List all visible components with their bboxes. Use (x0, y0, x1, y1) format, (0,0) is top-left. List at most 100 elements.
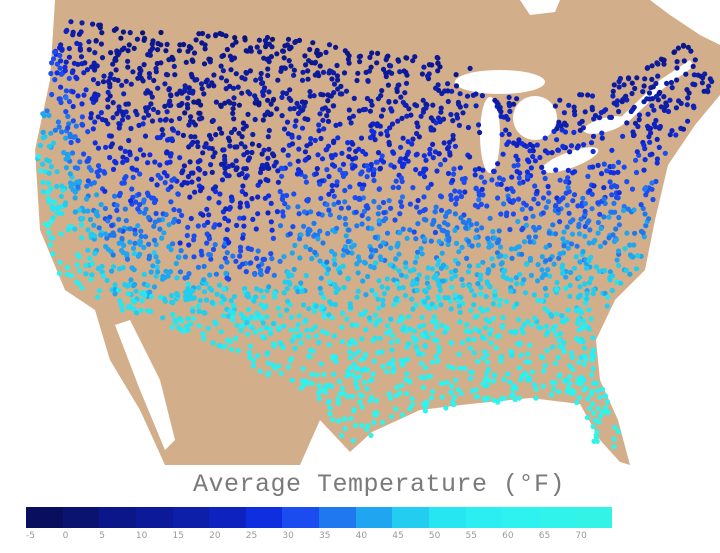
station-dot (521, 322, 527, 328)
station-dot (640, 230, 646, 236)
station-dot (73, 74, 79, 80)
station-dot (604, 399, 611, 405)
station-dot (339, 385, 345, 391)
station-dot (238, 327, 244, 333)
station-dot (281, 55, 287, 61)
station-dot (63, 95, 69, 101)
station-dot (126, 137, 132, 144)
station-dot (224, 46, 230, 53)
station-dot (442, 329, 448, 335)
station-dot (430, 266, 436, 272)
station-dot (450, 136, 456, 142)
station-dot (438, 105, 444, 111)
station-dot (270, 97, 276, 103)
station-dot (403, 260, 409, 266)
station-dot (379, 349, 385, 355)
station-dot (185, 224, 191, 230)
station-dot (542, 306, 548, 312)
station-dot (484, 352, 490, 358)
station-dot (544, 348, 550, 354)
station-dot (369, 50, 375, 56)
station-dot (223, 33, 229, 39)
station-dot (576, 274, 583, 280)
station-dot (526, 377, 533, 383)
station-dot (253, 329, 259, 336)
station-dot (45, 190, 51, 196)
station-dot (474, 227, 480, 233)
station-dot (377, 317, 383, 323)
station-dot (325, 400, 331, 406)
station-dot (209, 146, 215, 152)
station-dot (207, 272, 213, 278)
station-dot (375, 50, 381, 57)
station-dot (275, 77, 281, 83)
station-dot (621, 203, 627, 210)
station-dot (644, 65, 650, 71)
station-dot (146, 71, 152, 77)
station-dot (228, 129, 235, 136)
station-dot (168, 184, 174, 190)
lake-huron (513, 96, 557, 140)
station-dot (314, 333, 320, 339)
station-dot (245, 294, 251, 300)
station-dot (649, 63, 655, 69)
station-dot (345, 238, 351, 245)
station-dot (289, 134, 295, 140)
station-dot (258, 75, 264, 82)
station-dot (203, 79, 209, 85)
station-dot (557, 372, 563, 378)
station-dot (457, 365, 463, 371)
station-dot (450, 177, 456, 183)
station-dot (565, 385, 571, 391)
station-dot (364, 426, 370, 432)
station-dot (231, 95, 237, 101)
station-dot (356, 374, 363, 380)
station-dot (601, 185, 607, 191)
station-dot (335, 400, 342, 406)
station-dot (594, 429, 600, 435)
station-dot (599, 135, 605, 141)
station-dot (564, 202, 570, 208)
station-dot (282, 43, 288, 49)
station-dot (531, 292, 538, 298)
station-dot (473, 103, 479, 109)
station-dot (259, 80, 265, 86)
station-dot (95, 145, 102, 151)
station-dot (441, 140, 447, 146)
station-dot (422, 408, 428, 414)
station-dot (95, 163, 102, 169)
station-dot (365, 78, 371, 84)
station-dot (176, 48, 182, 54)
station-dot (601, 214, 607, 220)
station-dot (544, 323, 550, 329)
station-dot (400, 226, 406, 232)
station-dot (189, 179, 195, 185)
station-dot (521, 277, 527, 283)
station-dot (284, 286, 290, 292)
station-dot (396, 58, 402, 64)
station-dot (171, 207, 177, 213)
station-dot (419, 314, 425, 320)
station-dot (596, 115, 603, 121)
station-dot (423, 329, 429, 335)
station-dot (379, 153, 385, 159)
station-dot (275, 168, 281, 174)
station-dot (373, 398, 380, 404)
station-dot (239, 134, 245, 140)
station-dot (175, 130, 181, 136)
station-dot (81, 208, 87, 214)
station-dot (141, 115, 147, 121)
station-dot (206, 83, 212, 89)
station-dot (357, 53, 364, 59)
station-dot (52, 77, 58, 83)
station-dot (123, 218, 129, 224)
station-dot (108, 71, 114, 77)
station-dot (352, 163, 358, 169)
station-dot (325, 98, 331, 104)
station-dot (649, 96, 656, 102)
station-dot (266, 284, 272, 290)
station-dot (610, 232, 616, 238)
station-dot (66, 54, 72, 60)
station-dot (581, 361, 587, 367)
station-dot (181, 41, 187, 48)
